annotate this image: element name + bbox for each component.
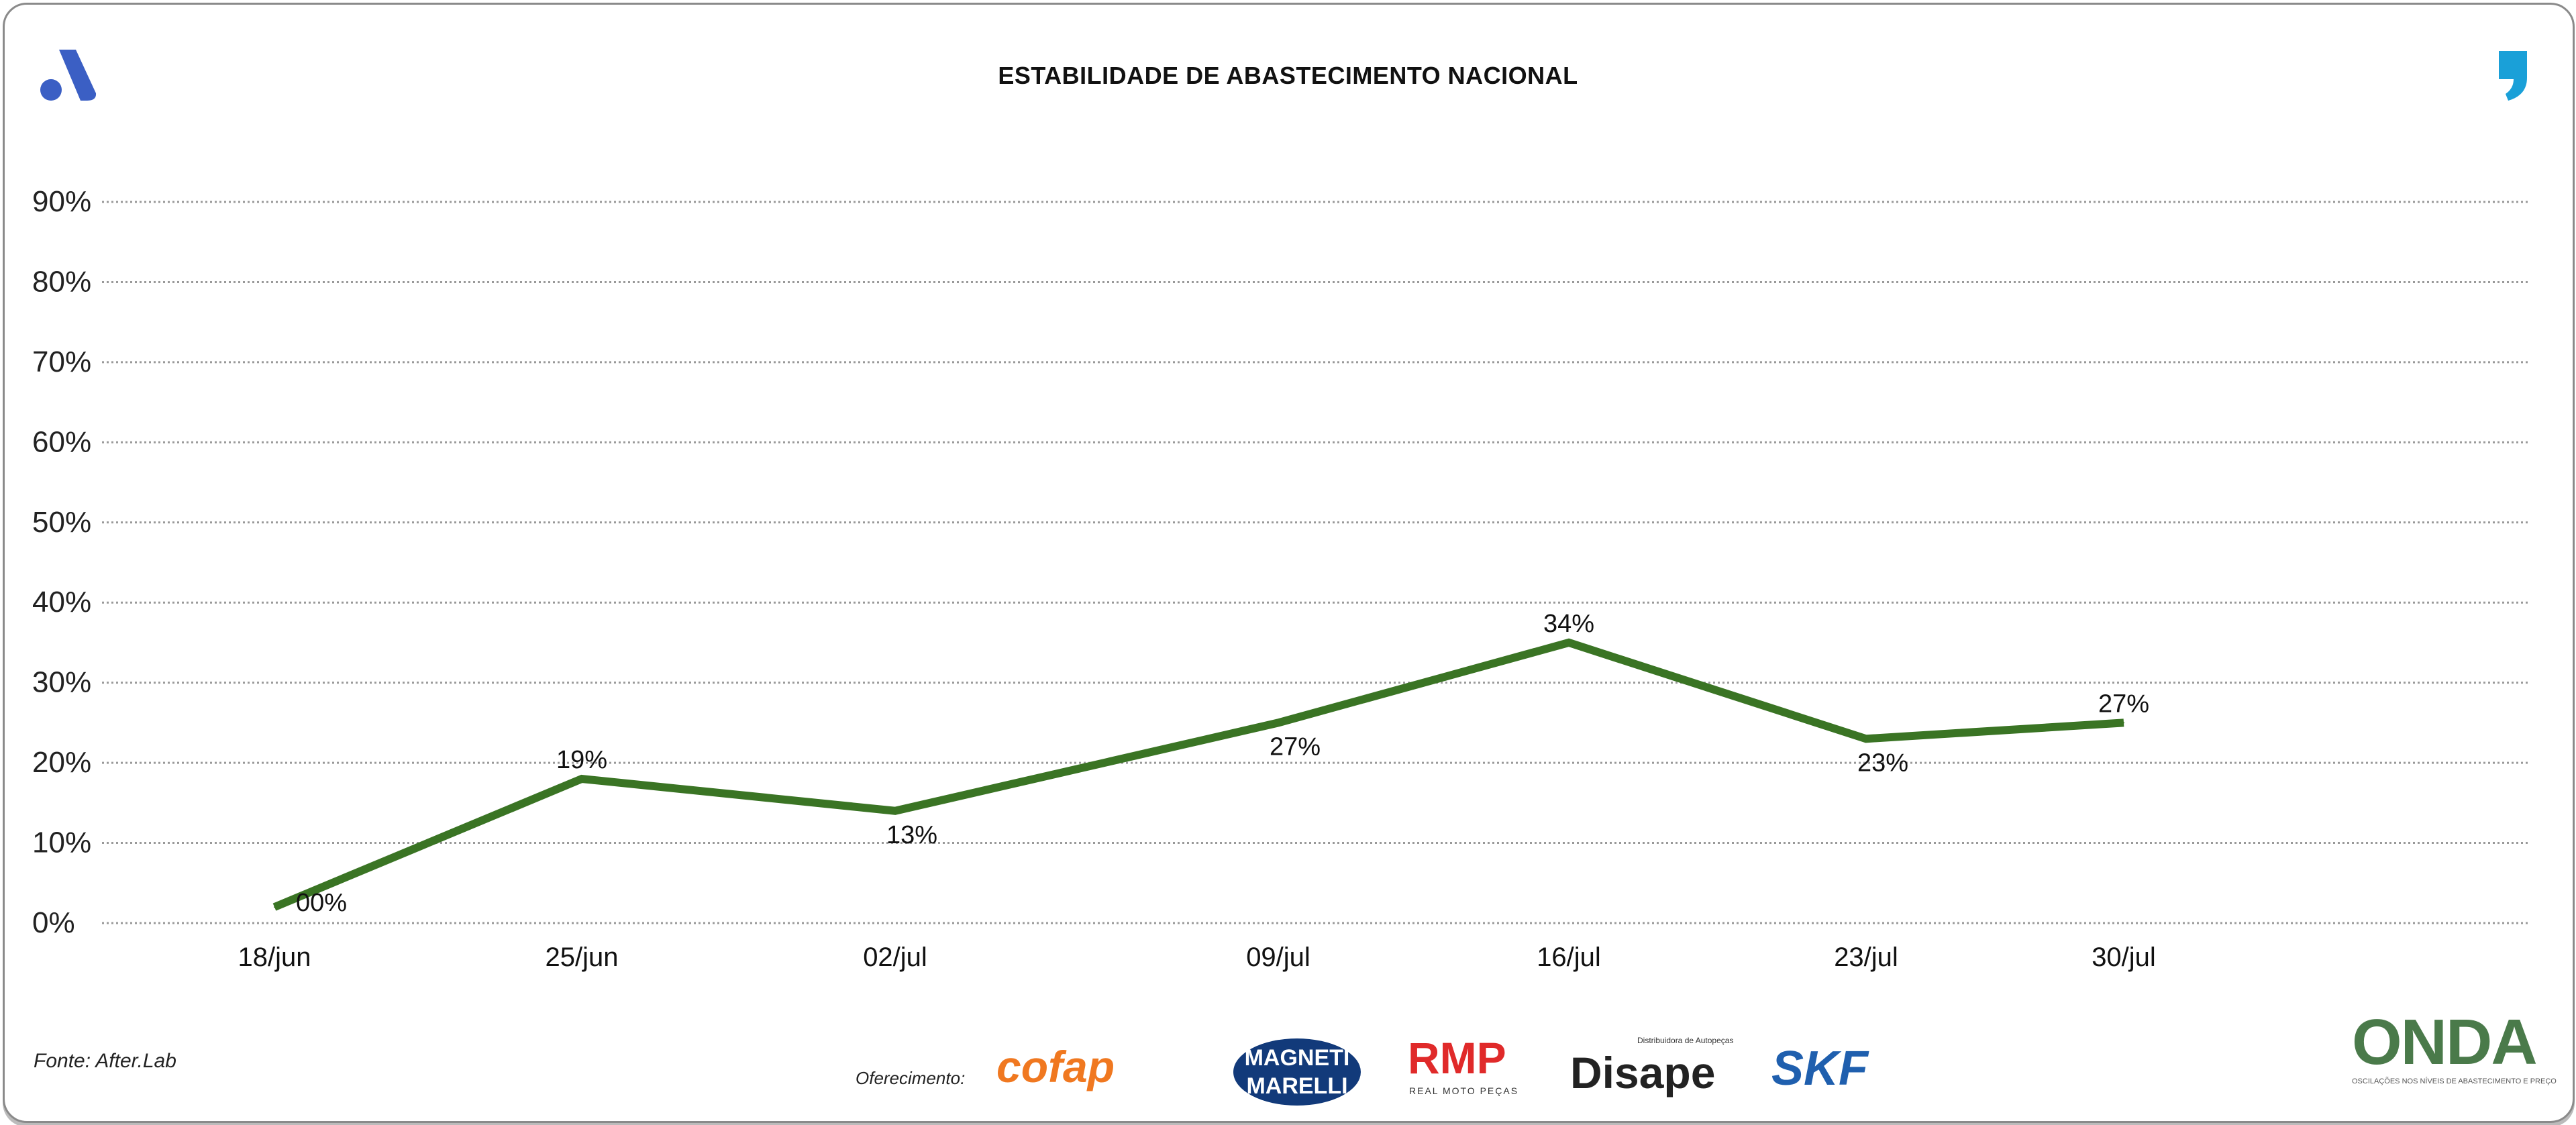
- y-tick-label: 80%: [32, 265, 91, 298]
- data-label: 23%: [1857, 749, 1908, 777]
- x-tick-label: 25/jun: [546, 943, 619, 972]
- source-note: Fonte: After.Lab: [34, 1050, 176, 1072]
- brand-logo-icon: [40, 50, 97, 101]
- y-tick-label: 40%: [32, 586, 91, 619]
- x-tick-label: 02/jul: [863, 943, 927, 972]
- y-tick-label: 90%: [32, 185, 91, 218]
- data-label: 13%: [886, 821, 937, 849]
- x-tick-label: 09/jul: [1246, 943, 1310, 972]
- y-tick-label: 10%: [32, 826, 91, 859]
- data-label: 19%: [556, 746, 607, 774]
- data-label: 27%: [2098, 690, 2149, 718]
- chart-title: ESTABILIDADE DE ABASTECIMENTO NACIONAL: [998, 62, 1578, 89]
- rmp-logo: RMP: [1408, 1033, 1506, 1083]
- magneti-marelli-logo: MAGNETI MARELLI: [1233, 1038, 1361, 1106]
- data-point: [1568, 641, 1569, 643]
- y-tick-label: 60%: [32, 425, 91, 458]
- sponsor-label: Oferecimento:: [856, 1068, 966, 1088]
- chart-frame: [3, 3, 2575, 1123]
- data-point: [2123, 722, 2124, 724]
- x-tick-label: 30/jul: [2092, 943, 2156, 972]
- onda-subtitle: OSCILAÇÕES NOS NÍVEIS DE ABASTECIMENTO E…: [2352, 1077, 2557, 1085]
- y-tick-label: 50%: [32, 506, 91, 539]
- y-tick-label: 0%: [32, 906, 75, 939]
- y-tick-label: 30%: [32, 666, 91, 699]
- onda-logo: ONDA: [2352, 1006, 2538, 1078]
- data-label: 27%: [1270, 733, 1321, 761]
- cofap-logo: cofap: [996, 1042, 1115, 1091]
- data-point: [274, 906, 275, 908]
- y-tick-label: 20%: [32, 746, 91, 779]
- skf-logo: SKF: [1771, 1042, 1868, 1095]
- x-tick-label: 18/jun: [238, 943, 311, 972]
- data-label: 00%: [296, 889, 347, 917]
- y-tick-label: 70%: [32, 345, 91, 378]
- rmp-subtitle: REAL MOTO PEÇAS: [1409, 1085, 1519, 1096]
- quote-logo-icon: [2499, 51, 2527, 101]
- data-label: 34%: [1543, 610, 1594, 638]
- data-point: [1865, 738, 1867, 740]
- data-point: [1278, 722, 1279, 724]
- disape-subtitle: Distribuidora de Autopeças: [1637, 1036, 1734, 1045]
- data-point: [894, 810, 896, 812]
- data-point: [581, 778, 582, 780]
- x-tick-label: 23/jul: [1834, 943, 1898, 972]
- disape-logo: Disape: [1570, 1048, 1716, 1097]
- x-tick-label: 16/jul: [1537, 943, 1601, 972]
